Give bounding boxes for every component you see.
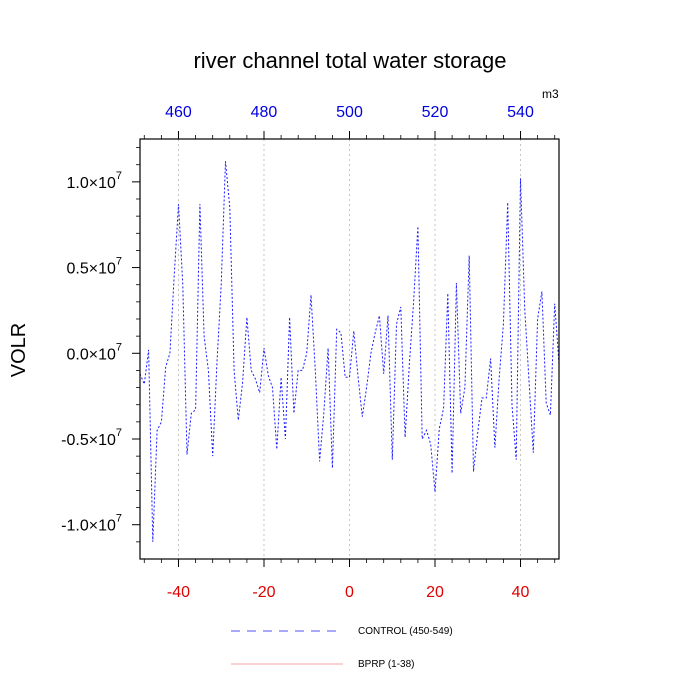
chart-title: river channel total water storage — [193, 48, 506, 73]
top-tick-label: 520 — [422, 104, 449, 121]
y-tick-exponent: 7 — [116, 513, 122, 525]
top-tick-label: 480 — [251, 104, 278, 121]
x-tick-label: -20 — [252, 584, 275, 601]
y-tick-label: -0.5×107 — [61, 427, 122, 449]
y-tick-label: -1.0×107 — [61, 513, 122, 535]
axis-ticks: -40 -20 0 20 40 460 480 500 520 540 1.0×107 0.5×107… — [61, 104, 556, 601]
y-tick-exponent: 7 — [116, 256, 122, 268]
legend-control-label: CONTROL (450-549) — [358, 626, 453, 637]
gridlines — [178, 139, 521, 559]
top-axis-unit: m3 — [542, 87, 559, 101]
legend: CONTROL (450-549) BPRP (1-38) — [231, 626, 453, 670]
top-tick-label: 460 — [165, 104, 192, 121]
y-tick-label: 0.0×107 — [66, 341, 122, 363]
y-tick-exponent: 7 — [116, 427, 122, 439]
y-tick-label: 1.0×107 — [66, 170, 122, 192]
y-tick-exponent: 7 — [116, 170, 122, 182]
x-tick-label: 40 — [512, 584, 530, 601]
y-tick-exponent: 7 — [116, 341, 122, 353]
y-tick-label: 0.5×107 — [66, 256, 122, 278]
x-tick-label: 0 — [345, 584, 354, 601]
x-tick-label: -40 — [167, 584, 190, 601]
legend-bprp-label: BPRP (1-38) — [358, 659, 415, 670]
y-axis-label: VOLR — [8, 323, 30, 377]
top-tick-label: 500 — [336, 104, 363, 121]
x-tick-label: 20 — [426, 584, 444, 601]
top-tick-label: 540 — [507, 104, 534, 121]
